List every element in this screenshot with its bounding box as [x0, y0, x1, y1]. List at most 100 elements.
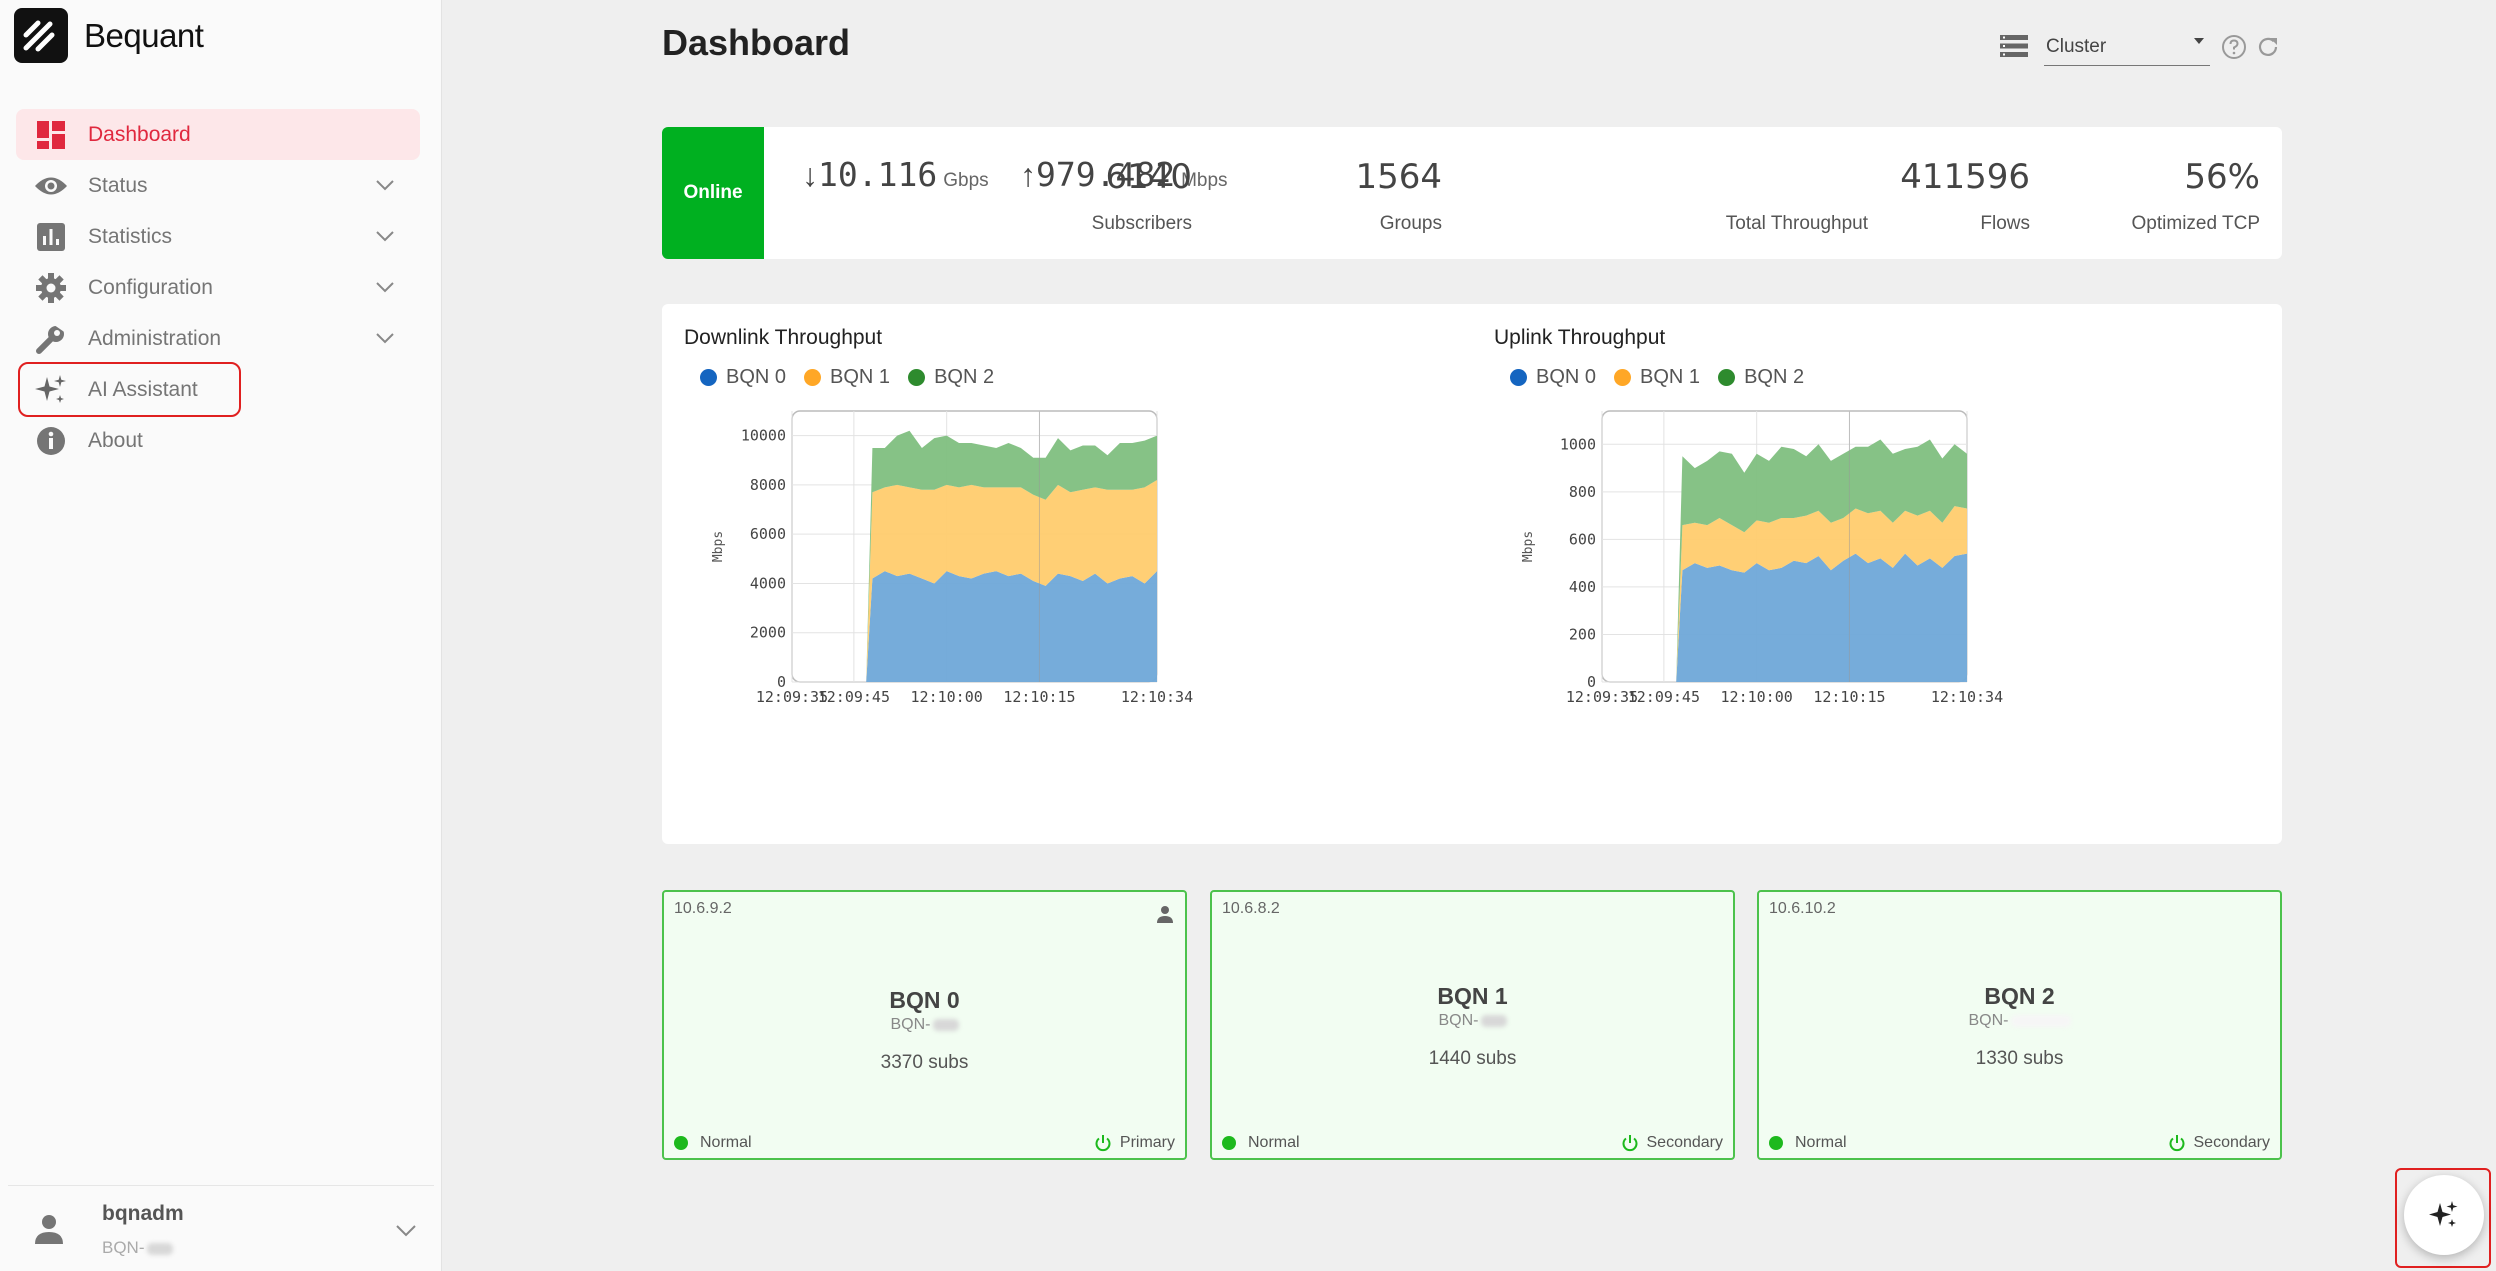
y-axis-label: Mbps — [711, 531, 726, 562]
node-role-label: Secondary — [2193, 1134, 2271, 1151]
cluster-select[interactable]: Cluster — [2044, 28, 2210, 66]
y-tick-label: 1000 — [1560, 435, 1596, 453]
page-title: Dashboard — [662, 22, 851, 63]
series-area-bqn2[interactable] — [792, 430, 1157, 682]
node-host: BQN- — [1759, 1012, 2280, 1030]
nav-item-statistics[interactable]: Statistics — [16, 211, 420, 262]
node-host: BQN- — [1212, 1012, 1733, 1030]
node-role: Primary — [1094, 1134, 1175, 1152]
eye-icon — [34, 169, 68, 203]
gear-icon — [34, 271, 68, 305]
node-card-bqn0[interactable]: 10.6.9.2 BQN 0 BQN- 3370 subs Normal Pri… — [662, 890, 1187, 1160]
series-area-bqn1[interactable] — [1602, 506, 1967, 682]
chevron-down-icon[interactable] — [374, 225, 396, 247]
y-tick-label: 8000 — [750, 476, 786, 494]
refresh-icon[interactable] — [2255, 34, 2281, 60]
redacted-host — [2010, 1014, 2071, 1027]
legend-label: BQN 1 — [1640, 366, 1701, 388]
x-tick-label: 12:10:15 — [1813, 688, 1885, 706]
legend-dot — [908, 369, 926, 386]
series-area-bqn0[interactable] — [1602, 553, 1967, 682]
uplink-legend: BQN 0 BQN 1 BQN 2 — [1510, 366, 1822, 389]
series-area-bqn1[interactable] — [792, 480, 1157, 682]
nav-label-status: Status — [88, 173, 148, 197]
user-menu[interactable]: bqnadm BQN- — [8, 1185, 434, 1271]
node-state: Normal — [1769, 1134, 1847, 1152]
caret-down-icon — [2194, 38, 2204, 44]
brand-logo[interactable]: Bequant — [14, 8, 204, 63]
legend-label: BQN 0 — [1536, 366, 1597, 388]
legend-dot — [1718, 369, 1736, 386]
nav-item-configuration[interactable]: Configuration — [16, 262, 420, 313]
y-tick-label: 2000 — [750, 624, 786, 642]
dashboard-icon — [34, 118, 68, 152]
chevron-down-icon[interactable] — [374, 327, 396, 349]
downlink-chart-title: Downlink Throughput — [684, 326, 883, 349]
nav-item-about[interactable]: About — [16, 415, 420, 466]
nav-item-status[interactable]: Status — [16, 160, 420, 211]
node-role-label: Secondary — [1646, 1134, 1724, 1151]
flows-label: Flows — [1980, 213, 2030, 234]
bequant-logo-icon — [14, 8, 68, 63]
downlink-throughput: ↓10.116 Gbps — [802, 155, 989, 194]
cluster-select-value: Cluster — [2046, 36, 2107, 57]
legend-item-bqn1[interactable]: BQN 1 — [804, 366, 890, 389]
series-area-bqn0[interactable] — [792, 571, 1157, 682]
node-name: BQN 1 — [1437, 983, 1508, 1009]
node-ip: 10.6.10.2 — [1769, 900, 1836, 917]
nav-label-about: About — [88, 428, 143, 452]
help-icon[interactable] — [2221, 34, 2247, 60]
node-ip: 10.6.8.2 — [1222, 900, 1280, 917]
legend-item-bqn2[interactable]: BQN 2 — [1718, 366, 1804, 389]
y-tick-label: 0 — [777, 673, 786, 691]
legend-item-bqn0[interactable]: BQN 0 — [1510, 366, 1596, 389]
uplink-throughput: ↑979.482 Mbps — [1020, 155, 1228, 194]
groups-label: Groups — [1379, 213, 1442, 234]
status-badge: Online — [662, 127, 764, 259]
user-host-prefix: BQN- — [102, 1238, 145, 1257]
charts-card: Downlink Throughput BQN 0 BQN 1 BQN 2 0 2… — [662, 304, 2282, 844]
nav-label-administration: Administration — [88, 326, 222, 350]
redacted-host — [1480, 1014, 1507, 1027]
nav-menu: Dashboard Status Statistics Configuratio… — [16, 109, 420, 466]
server-list-icon — [2000, 35, 2028, 57]
chevron-down-icon[interactable] — [394, 1218, 418, 1242]
nav-item-dashboard[interactable]: Dashboard — [16, 109, 420, 160]
y-tick-label: 400 — [1569, 578, 1596, 596]
node-card-bqn1[interactable]: 10.6.8.2 BQN 1 BQN- 1440 subs Normal Sec… — [1210, 890, 1735, 1160]
node-role: Secondary — [1621, 1134, 1724, 1152]
y-tick-label: 4000 — [750, 574, 786, 592]
node-card-bqn2[interactable]: 10.6.10.2 BQN 2 BQN- 1330 subs Normal Se… — [1757, 890, 2282, 1160]
downlink-legend: BQN 0 BQN 1 BQN 2 — [700, 366, 1012, 389]
subscribers-value: 6140 — [1105, 157, 1192, 197]
legend-item-bqn0[interactable]: BQN 0 — [700, 366, 786, 389]
sparkles-icon — [34, 373, 68, 407]
uplink-value: 979.482 — [1036, 155, 1176, 194]
chevron-down-icon[interactable] — [374, 276, 396, 298]
nav-label-configuration: Configuration — [88, 275, 213, 299]
node-role: Secondary — [2168, 1134, 2271, 1152]
node-host: BQN- — [664, 1016, 1185, 1034]
person-icon — [35, 1215, 63, 1244]
legend-item-bqn1[interactable]: BQN 1 — [1614, 366, 1700, 389]
nav-label-ai-assistant: AI Assistant — [88, 377, 198, 401]
legend-item-bqn2[interactable]: BQN 2 — [908, 366, 994, 389]
redacted-host — [932, 1018, 959, 1031]
node-subs: 1440 subs — [1428, 1048, 1517, 1069]
ai-assistant-fab[interactable] — [2404, 1175, 2484, 1255]
chevron-down-icon[interactable] — [374, 174, 396, 196]
x-tick-label: 12:10:34 — [1931, 688, 2003, 706]
node-state-label: Normal — [700, 1134, 752, 1151]
node-state: Normal — [1222, 1134, 1300, 1152]
nav-item-ai-assistant[interactable]: AI Assistant — [18, 362, 241, 417]
sidebar: Bequant Dashboard Status Statistics — [0, 0, 442, 1271]
node-state-label: Normal — [1248, 1134, 1300, 1151]
subscribers-label: Subscribers — [1091, 213, 1192, 234]
node-host-prefix: BQN- — [1968, 1012, 2009, 1029]
power-icon — [2169, 1135, 2184, 1152]
downlink-unit: Gbps — [943, 170, 989, 191]
series-area-bqn2[interactable] — [1602, 439, 1967, 683]
nav-item-administration[interactable]: Administration — [16, 313, 420, 364]
